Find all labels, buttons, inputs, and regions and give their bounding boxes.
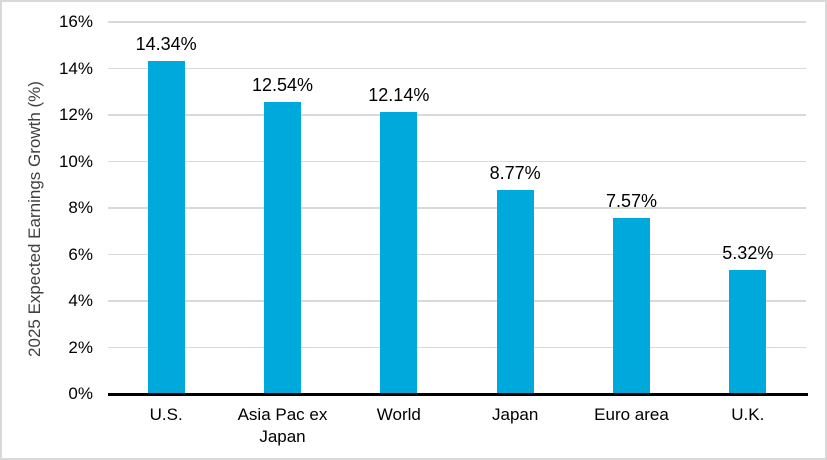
- bar-asia-pac-ex-japan: [263, 102, 301, 394]
- bar-value-label: 12.54%: [251, 75, 314, 96]
- bar-slot-u-k: 5.32%: [690, 22, 806, 394]
- gridline: [108, 21, 806, 23]
- bar-u-s: [147, 60, 185, 394]
- bar-slot-japan: 8.77%: [457, 22, 573, 394]
- y-tick-label: 4%: [68, 291, 93, 310]
- gridline: [108, 300, 806, 302]
- bar-value-label: 7.57%: [605, 190, 658, 211]
- y-tick-label: 0%: [68, 384, 93, 403]
- category-label-u-s: U.S.: [149, 405, 183, 424]
- bar-value-label: 8.77%: [489, 163, 541, 184]
- category-label-euro-area: Euro area: [594, 405, 669, 424]
- plot-area: 14.34% 12.54% 12.14% 8.77% 7.57% 5.32%: [108, 21, 806, 394]
- gridline: [108, 114, 806, 116]
- bar-slot-euro-area: 7.57%: [573, 22, 689, 394]
- bar-slot-u-s: 14.34%: [108, 22, 224, 394]
- y-tick-label: 12%: [58, 105, 93, 124]
- y-tick-label: 14%: [58, 58, 93, 78]
- gridline: [108, 207, 806, 209]
- y-tick-label: 10%: [58, 151, 93, 171]
- bar-value-label: 5.32%: [722, 243, 774, 264]
- bar-slot-asia-pac-ex-japan: 12.54%: [224, 22, 340, 394]
- gridline: [108, 346, 806, 349]
- bar-value-label: 14.34%: [135, 33, 197, 54]
- y-tick-label: 16%: [58, 12, 93, 31]
- gridline: [108, 253, 806, 256]
- bar-world: [380, 111, 418, 394]
- y-tick-label: 6%: [68, 244, 93, 264]
- gridline: [108, 67, 806, 70]
- category-label-u-k: U.K.: [731, 405, 765, 424]
- bar-euro-area: [612, 218, 650, 394]
- y-tick-label: 8%: [68, 198, 93, 217]
- category-label-japan: Japan: [492, 405, 539, 424]
- bar-value-label: 12.14%: [368, 84, 430, 105]
- gridline: [108, 160, 806, 163]
- y-tick-label: 2%: [68, 337, 93, 357]
- category-label-asia-pac-ex-japan: Asia Pac ex Japan: [237, 405, 328, 446]
- bar-slot-world: 12.14%: [341, 22, 457, 394]
- bar-japan: [496, 190, 534, 394]
- x-axis-line: [108, 393, 808, 396]
- bar-u-k: [729, 270, 767, 394]
- category-label-world: World: [376, 405, 421, 424]
